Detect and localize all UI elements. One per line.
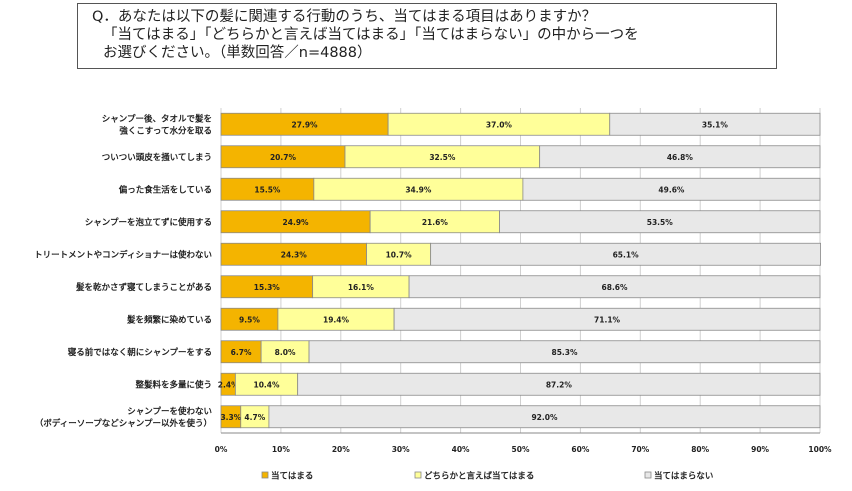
data-label: 34.9% — [405, 185, 432, 194]
legend-label: 当てはまる — [271, 471, 313, 482]
data-label: 10.7% — [386, 250, 413, 259]
bar-segment — [499, 210, 821, 234]
data-label: 53.5% — [647, 218, 674, 227]
tick-label: 40% — [452, 445, 470, 454]
data-label: 3.3% — [220, 413, 241, 422]
category-label: 髪を頻繁に染めている — [126, 314, 212, 325]
category-label: 偏った食生活をしている — [119, 184, 212, 195]
data-label: 15.5% — [254, 185, 281, 194]
tick-label: 50% — [512, 445, 530, 454]
data-label: 16.1% — [348, 283, 375, 292]
data-label: 32.5% — [429, 153, 456, 162]
bar-segment — [393, 307, 821, 331]
tick-label: 30% — [392, 445, 410, 454]
category-label: ついつい頭皮を掻いてしまう — [102, 152, 212, 163]
category-label: 寝る前ではなく朝にシャンプーをする — [67, 347, 212, 358]
category-label: 整髪料を多量に使う — [135, 379, 212, 390]
tick-label: 90% — [751, 445, 769, 454]
data-label: 15.3% — [254, 283, 281, 292]
tick-label: 0% — [215, 445, 228, 454]
category-label: シャンプーを使わない — [127, 406, 212, 417]
data-label: 37.0% — [486, 120, 513, 129]
category-label: （ボディーソープなどシャンプー以外を使う） — [35, 418, 212, 429]
tick-label: 60% — [571, 445, 589, 454]
data-label: 71.1% — [594, 315, 621, 324]
legend-swatch — [261, 471, 269, 479]
question-line-1: Q．あなたは以下の髪に関連する行動のうち、当てはまる項目はありますか？ — [92, 9, 597, 25]
data-label: 24.9% — [283, 218, 310, 227]
bar-segment — [609, 112, 821, 136]
bar-segment — [297, 372, 821, 396]
data-label: 19.4% — [323, 315, 350, 324]
data-label: 2.4% — [218, 380, 239, 389]
data-label: 68.6% — [602, 283, 629, 292]
legend-label: どちらかと言えば当てはまる — [424, 471, 534, 482]
legend-swatch — [414, 471, 422, 479]
question-box: Q．あなたは以下の髪に関連する行動のうち、当てはまる項目はありますか？ 「当ては… — [77, 3, 777, 69]
bar-segment — [408, 275, 821, 299]
bar-segment — [522, 177, 821, 201]
data-label: 46.8% — [667, 153, 694, 162]
category-label: 髪を乾かさず寝てしまうことがある — [75, 282, 212, 293]
question-line-2: 「当てはまる」「どちらかと言えば当てはまる」「当てはまらない」の中から一つを — [103, 27, 639, 43]
data-label: 6.7% — [231, 348, 252, 357]
data-label: 10.4% — [254, 380, 281, 389]
tick-label: 70% — [631, 445, 649, 454]
data-label: 9.5% — [239, 315, 260, 324]
question-line-3: お選びください。（単数回答／n=4888） — [103, 45, 372, 61]
data-label: 85.3% — [552, 348, 579, 357]
bar-segment — [539, 145, 821, 169]
category-label: シャンプーを泡立てずに使用する — [85, 217, 212, 228]
tick-label: 20% — [332, 445, 350, 454]
tick-label: 10% — [272, 445, 290, 454]
data-label: 4.7% — [244, 413, 265, 422]
data-label: 24.3% — [281, 250, 308, 259]
data-label: 35.1% — [702, 120, 729, 129]
bar-segment — [268, 405, 821, 429]
data-label: 27.9% — [292, 120, 319, 129]
category-label: シャンプー後、タオルで髪を — [102, 113, 212, 124]
data-label: 65.1% — [613, 250, 640, 259]
data-label: 49.6% — [658, 185, 685, 194]
bar-segment — [308, 340, 821, 364]
data-label: 92.0% — [531, 413, 558, 422]
bar-segment — [430, 242, 821, 266]
legend-swatch — [644, 471, 652, 479]
tick-label: 100% — [808, 445, 832, 454]
legend-label: 当てはまらない — [654, 471, 713, 482]
tick-label: 80% — [691, 445, 709, 454]
data-label: 21.6% — [422, 218, 449, 227]
data-label: 87.2% — [546, 380, 573, 389]
data-label: 8.0% — [275, 348, 296, 357]
category-label: トリートメントやコンディショナーは使わない — [34, 249, 212, 260]
data-label: 20.7% — [270, 153, 297, 162]
category-label: 強くこすって水分を取る — [119, 125, 212, 136]
